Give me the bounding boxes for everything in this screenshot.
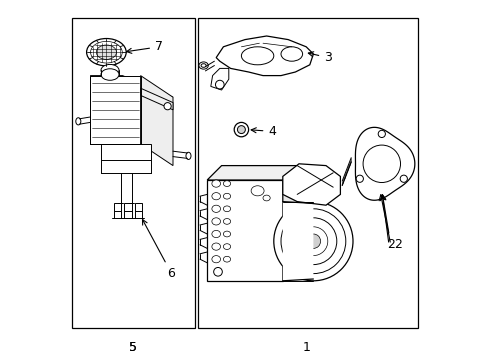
- Bar: [72, 18, 195, 328]
- Text: 2: 2: [381, 195, 395, 251]
- Ellipse shape: [223, 181, 231, 186]
- Ellipse shape: [216, 80, 224, 89]
- Polygon shape: [355, 127, 415, 200]
- Ellipse shape: [223, 206, 231, 212]
- Polygon shape: [207, 180, 283, 281]
- Ellipse shape: [214, 267, 222, 276]
- Ellipse shape: [91, 41, 122, 63]
- Text: 2: 2: [394, 238, 402, 251]
- Ellipse shape: [263, 195, 270, 201]
- Ellipse shape: [223, 193, 231, 199]
- Polygon shape: [211, 68, 229, 90]
- Polygon shape: [283, 164, 341, 205]
- Text: 3: 3: [308, 51, 332, 64]
- Ellipse shape: [251, 186, 264, 196]
- Ellipse shape: [223, 231, 231, 237]
- Ellipse shape: [76, 118, 81, 125]
- Ellipse shape: [212, 205, 220, 212]
- Ellipse shape: [164, 103, 171, 110]
- Ellipse shape: [201, 64, 206, 67]
- Ellipse shape: [306, 234, 320, 248]
- Ellipse shape: [299, 227, 328, 256]
- Ellipse shape: [234, 122, 248, 137]
- Ellipse shape: [363, 145, 400, 183]
- Ellipse shape: [400, 175, 407, 182]
- Ellipse shape: [101, 64, 119, 76]
- Text: 5: 5: [129, 341, 137, 354]
- Ellipse shape: [199, 62, 208, 69]
- Ellipse shape: [212, 193, 220, 200]
- Polygon shape: [135, 203, 143, 211]
- Polygon shape: [216, 36, 314, 76]
- Polygon shape: [283, 202, 314, 281]
- Ellipse shape: [378, 130, 386, 138]
- Ellipse shape: [101, 69, 119, 80]
- Polygon shape: [207, 166, 297, 180]
- Ellipse shape: [223, 244, 231, 249]
- Ellipse shape: [212, 218, 220, 225]
- Ellipse shape: [212, 180, 220, 187]
- Ellipse shape: [223, 256, 231, 262]
- Text: 7: 7: [126, 40, 163, 53]
- Text: 1: 1: [302, 341, 310, 354]
- Ellipse shape: [281, 47, 303, 61]
- Ellipse shape: [238, 126, 245, 134]
- Ellipse shape: [186, 152, 191, 159]
- Ellipse shape: [97, 45, 117, 59]
- Ellipse shape: [242, 47, 274, 65]
- Ellipse shape: [212, 256, 220, 263]
- Polygon shape: [90, 76, 141, 144]
- Polygon shape: [141, 76, 173, 166]
- Polygon shape: [90, 76, 173, 97]
- Ellipse shape: [281, 209, 346, 274]
- Text: 4: 4: [251, 125, 276, 138]
- Bar: [101, 144, 151, 160]
- Ellipse shape: [290, 218, 337, 265]
- Ellipse shape: [274, 202, 353, 281]
- Polygon shape: [114, 203, 121, 211]
- Polygon shape: [124, 203, 132, 211]
- Text: 6: 6: [143, 220, 175, 280]
- Bar: [198, 18, 418, 328]
- Ellipse shape: [356, 175, 364, 182]
- Ellipse shape: [212, 230, 220, 238]
- Polygon shape: [141, 88, 173, 110]
- Ellipse shape: [223, 219, 231, 224]
- Text: 5: 5: [129, 341, 137, 354]
- Polygon shape: [283, 166, 297, 281]
- Ellipse shape: [212, 243, 220, 250]
- Ellipse shape: [87, 39, 126, 66]
